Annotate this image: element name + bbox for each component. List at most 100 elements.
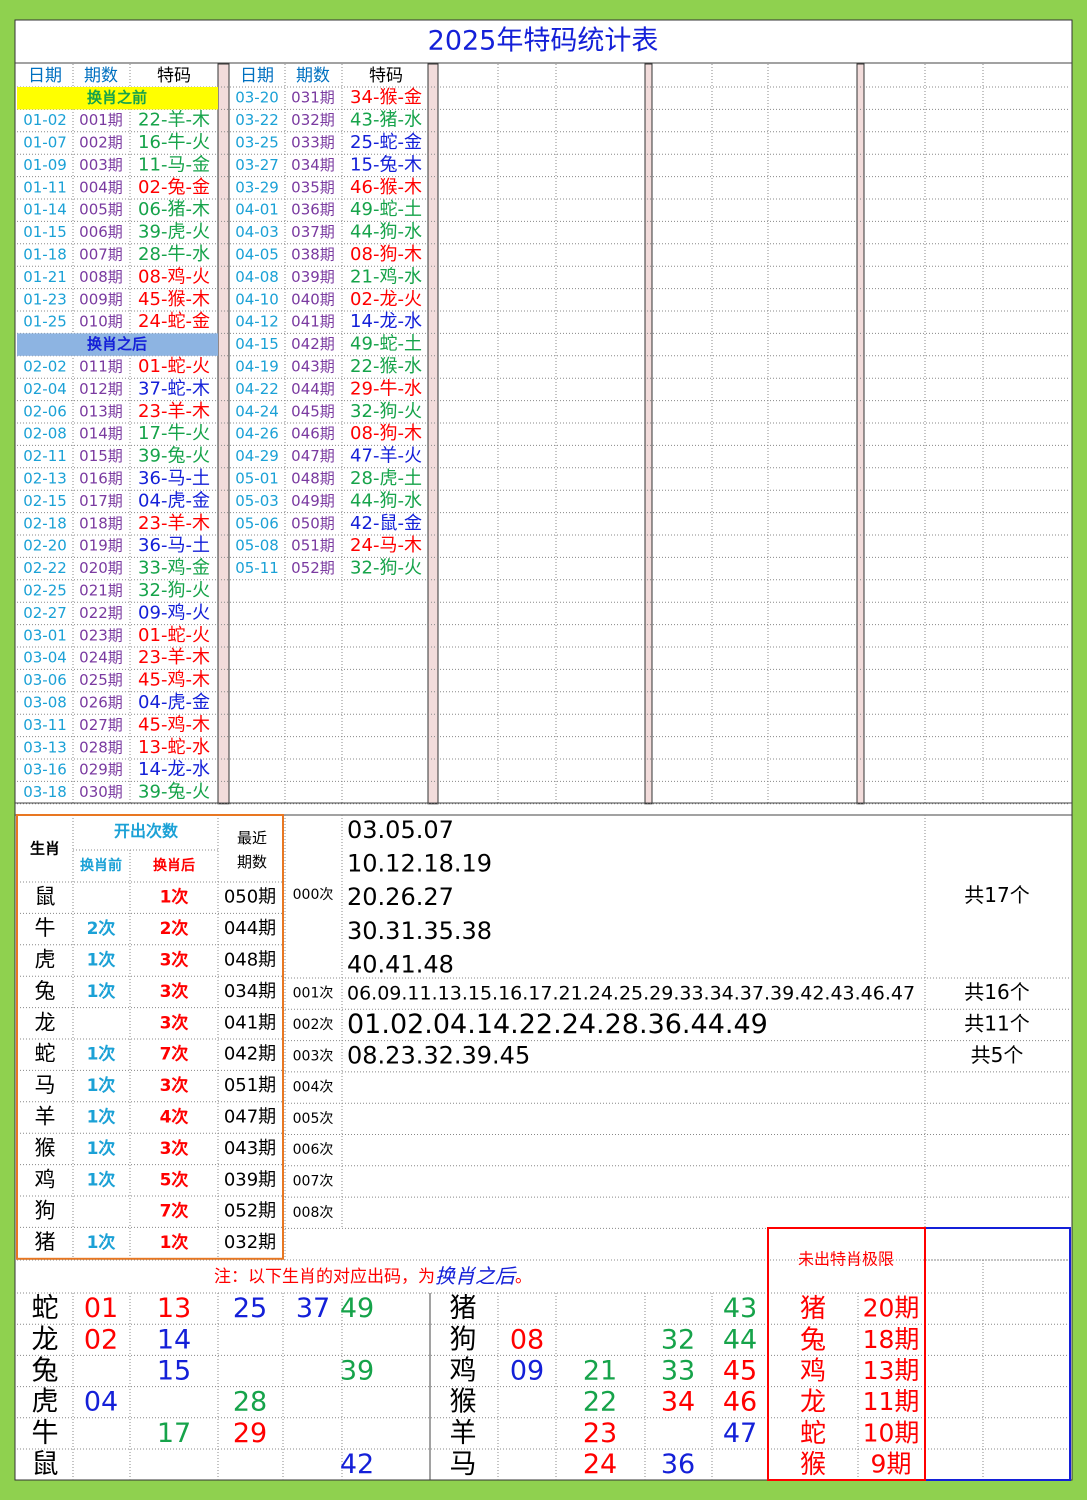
cell-text: 06-猪-木 xyxy=(138,199,210,220)
cell-text: 鸡 xyxy=(35,1167,56,1191)
cell-text: 44-狗-水 xyxy=(350,222,422,243)
border xyxy=(16,814,284,1260)
cell-text: 39-兔-火 xyxy=(138,446,210,467)
cell-text: 17-牛-火 xyxy=(138,423,210,444)
cell-text: 08.23.32.39.45 xyxy=(347,1042,530,1070)
cell-text: 042期 xyxy=(291,335,335,353)
cell-text: 015期 xyxy=(79,447,123,465)
cell-text: 005期 xyxy=(79,201,123,219)
cell-text: 羊 xyxy=(450,1418,477,1449)
cell-text: 037期 xyxy=(291,223,335,241)
cell-text: 035期 xyxy=(291,178,335,196)
cell-text: 019期 xyxy=(79,537,123,555)
note-part: 换肖之后 xyxy=(435,1264,517,1288)
cell-text: 01-25 xyxy=(23,313,67,331)
cell-text: 01-18 xyxy=(23,246,67,264)
cell-text: 24-马-木 xyxy=(350,535,422,556)
cell-text: 换肖后 xyxy=(153,857,195,874)
cell-text: 003期 xyxy=(79,156,123,174)
cell-text: 45 xyxy=(723,1356,757,1387)
separator xyxy=(217,63,230,805)
cell-text: 04-05 xyxy=(235,246,279,264)
cell-text: 04-29 xyxy=(235,447,279,465)
cell-text: 03-29 xyxy=(235,178,279,196)
cell-text: 01-23 xyxy=(23,290,67,308)
cell-text: 047期 xyxy=(224,1107,276,1128)
cell-text: 虎 xyxy=(32,1387,59,1418)
cell-text: 3次 xyxy=(160,1012,189,1033)
cell-text: 猪 xyxy=(450,1293,477,1324)
cell-text: 特码 xyxy=(157,66,191,86)
title: 2025年特码统计表 xyxy=(428,26,659,57)
cell-text: 03-27 xyxy=(235,156,279,174)
cell-text: 46 xyxy=(723,1387,757,1418)
cell-text: 生肖 xyxy=(30,840,60,858)
cell-text: 23-羊-木 xyxy=(138,647,210,668)
cell-text: 02-25 xyxy=(23,582,67,600)
cell-text: 46-猴-木 xyxy=(350,177,422,198)
cell-text: 28 xyxy=(233,1387,267,1418)
cell-text: 006期 xyxy=(79,223,123,241)
band xyxy=(17,87,218,110)
separator xyxy=(644,63,653,805)
cell-text: 25-蛇-金 xyxy=(350,132,422,153)
cell-text: 01-蛇-火 xyxy=(138,625,210,646)
cell-text: 17 xyxy=(157,1418,191,1449)
cell-text: 052期 xyxy=(224,1201,276,1222)
cell-text: 047期 xyxy=(291,447,335,465)
note-part: 注：以下生肖的对应出码，为 xyxy=(214,1267,435,1287)
note: 注：以下生肖的对应出码，为换肖之后。 xyxy=(214,1264,532,1288)
cell-text: 34-猴-金 xyxy=(350,87,422,108)
cell-text: 2次 xyxy=(87,918,116,939)
cell-text: 4次 xyxy=(160,1107,189,1128)
cell-text: 3次 xyxy=(160,950,189,971)
cell-text: 04-12 xyxy=(235,313,279,331)
cell-text: 29-牛-水 xyxy=(350,378,422,399)
cell-text: 050期 xyxy=(224,887,276,908)
cell-text: 02-龙-火 xyxy=(350,289,422,310)
cell-text: 24-蛇-金 xyxy=(138,311,210,332)
cell-text: 045期 xyxy=(291,402,335,420)
cell-text: 01-蛇-火 xyxy=(138,356,210,377)
cell-text: 14-龙-水 xyxy=(350,311,422,332)
cell-text: 47-羊-火 xyxy=(350,446,422,467)
cell-text: 01-07 xyxy=(23,134,67,152)
cell-text: 共16个 xyxy=(964,980,1029,1004)
cell-text: 期数 xyxy=(237,853,267,871)
cell-text: 034期 xyxy=(224,981,276,1002)
cell-text: 027期 xyxy=(79,716,123,734)
cell-text: 007期 xyxy=(79,246,123,264)
cell-text: 02-15 xyxy=(23,492,67,510)
cell-text: 龙 xyxy=(800,1388,826,1418)
cell-text: 45-猴-木 xyxy=(138,289,210,310)
cell-text: 048期 xyxy=(291,470,335,488)
band xyxy=(17,333,218,356)
cell-text: 1次 xyxy=(87,981,116,1002)
cell-text: 换肖前 xyxy=(80,857,122,874)
cell-text: 16-牛-火 xyxy=(138,132,210,153)
cell-text: 046期 xyxy=(291,425,335,443)
cell-text: 04-03 xyxy=(235,223,279,241)
cell-text: 24 xyxy=(583,1449,617,1480)
cell-text: 最近 xyxy=(237,829,267,847)
cell-text: 猴 xyxy=(800,1450,826,1480)
cell-text: 15 xyxy=(157,1356,191,1387)
cell-text: 008期 xyxy=(79,268,123,286)
cell-text: 龙 xyxy=(35,1010,56,1034)
cell-text: 牛 xyxy=(32,1418,59,1449)
cell-text: 49-蛇-土 xyxy=(350,334,422,355)
cell-text: 01-11 xyxy=(23,178,67,196)
cell-text: 猪 xyxy=(35,1230,56,1254)
cell-text: 5次 xyxy=(160,1169,189,1190)
cell-text: 42-鼠-金 xyxy=(350,513,422,534)
cell-text: 43 xyxy=(723,1293,757,1324)
cell-text: 09-鸡-火 xyxy=(138,602,210,623)
cell-text: 033期 xyxy=(291,134,335,152)
cell-text: 04-虎-金 xyxy=(138,490,210,511)
cell-text: 008次 xyxy=(293,1205,334,1221)
cell-text: 03-04 xyxy=(23,649,67,667)
cell-text: 21 xyxy=(583,1356,617,1387)
cell-text: 9期 xyxy=(871,1450,912,1479)
cell-text: 04-08 xyxy=(235,268,279,286)
cell-text: 02 xyxy=(84,1324,118,1355)
